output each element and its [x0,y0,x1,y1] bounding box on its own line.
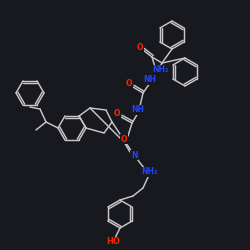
Text: O: O [114,110,120,118]
Text: HO: HO [106,238,120,246]
Text: O: O [126,80,132,88]
Text: NH: NH [144,76,156,84]
Text: NH₂: NH₂ [152,66,168,74]
Text: NH: NH [132,106,144,114]
Text: N: N [131,150,137,160]
Text: O: O [121,134,127,143]
Text: O: O [137,42,143,51]
Text: NH₂: NH₂ [141,168,157,176]
